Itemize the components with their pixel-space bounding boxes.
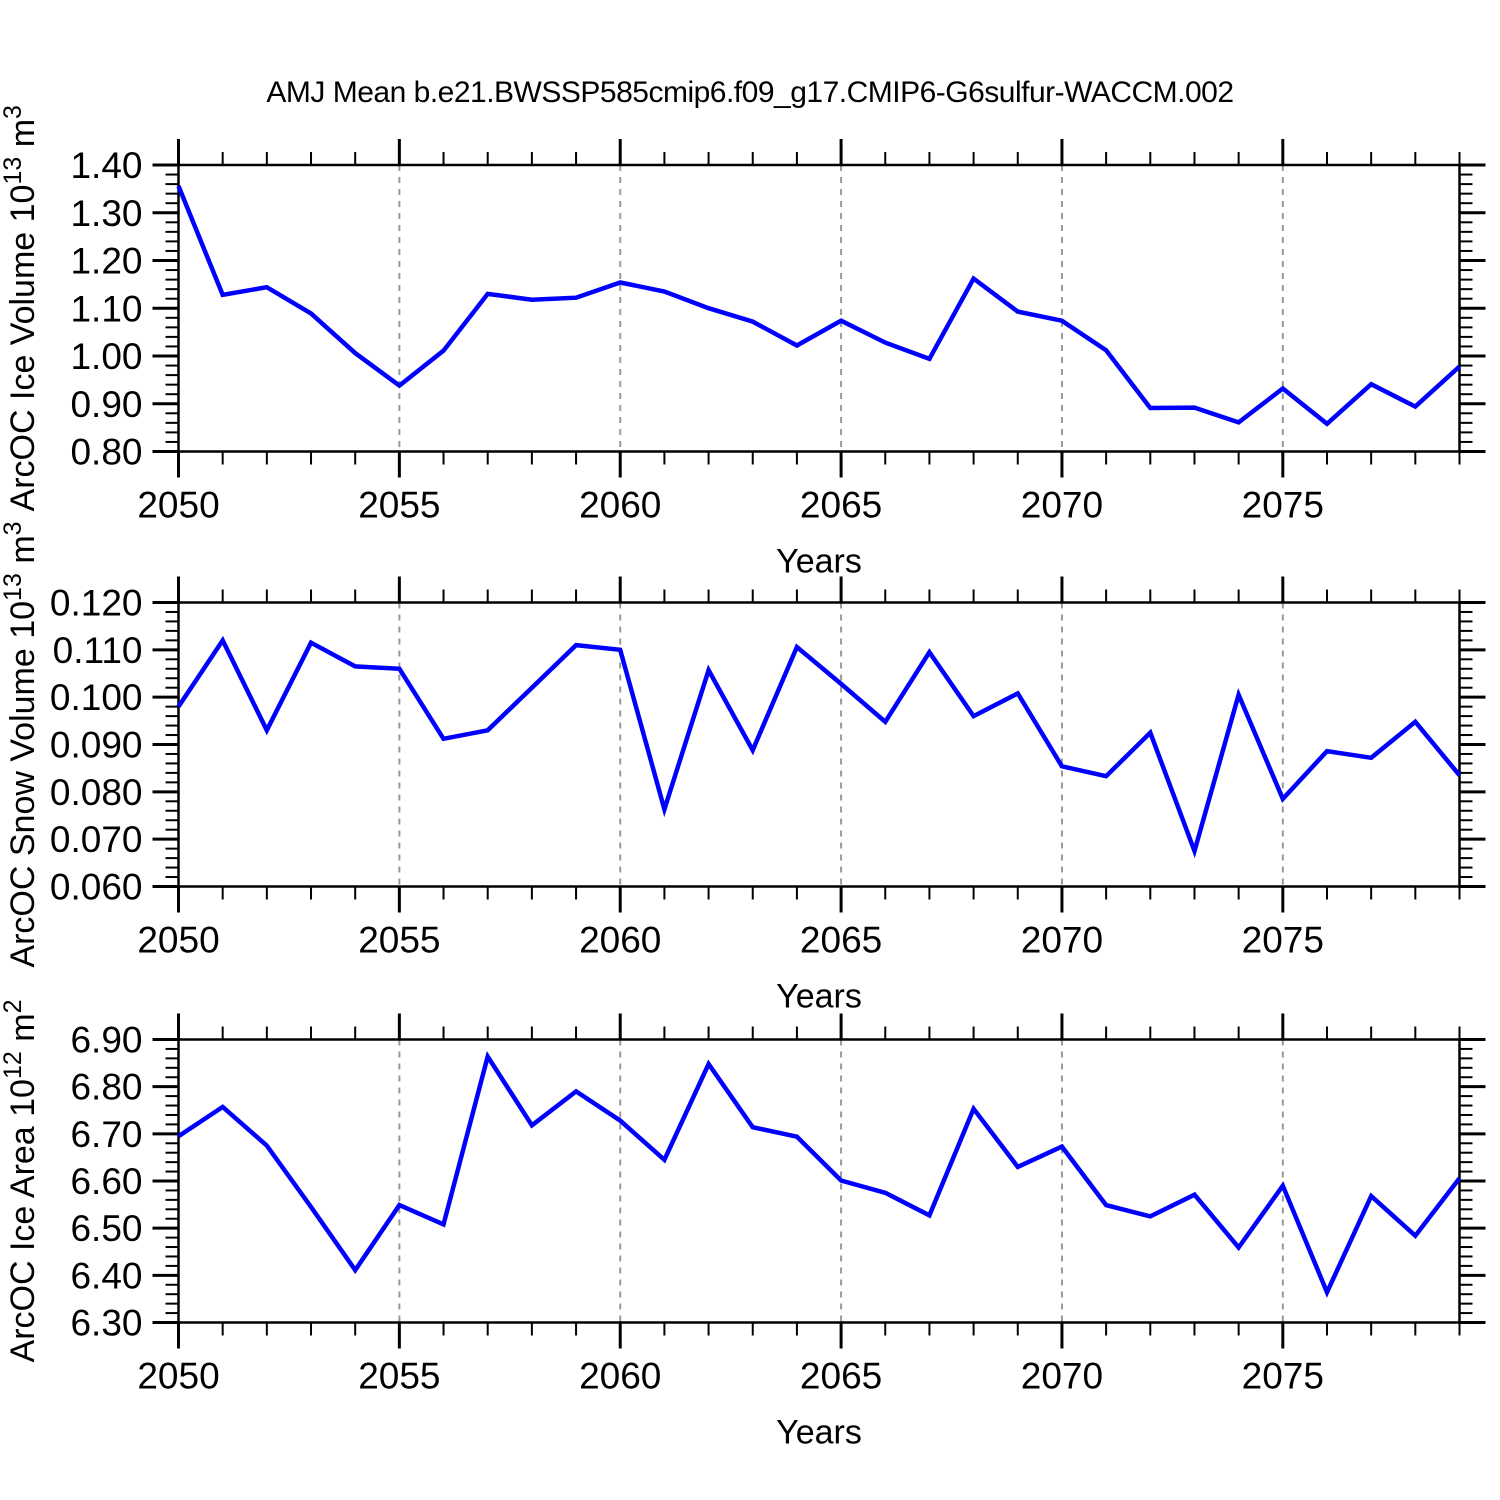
data-line [176,635,1462,859]
panel-1: 0.80 0.90 1.00 1.10 1.20 1.30 1.40 2050 2055 2060… [0,105,1486,581]
y-tick-label: 6.30 [70,1303,142,1344]
y-tick-label: 0.110 [53,630,143,671]
y-tick-labels: 0.060 0.070 0.080 0.090 0.100 0.110 0.120 [50,583,143,908]
data-line [177,1050,1462,1298]
axis-ticks [152,576,1486,913]
y-tick-label: 0.100 [50,677,143,718]
x-tick-label: 2065 [800,920,882,961]
y-tick-label: 0.90 [70,384,142,425]
x-tick-label: 2075 [1242,920,1324,961]
x-tick-label: 2050 [137,1356,219,1397]
x-tick-label: 2060 [579,920,661,961]
y-tick-label: 1.40 [70,145,142,186]
y-tick-label: 0.80 [70,432,142,473]
x-axis-title: Years [776,1414,862,1452]
y-tick-label: 0.080 [50,772,143,813]
x-tick-label: 2070 [1021,1356,1103,1397]
x-tick-label: 2050 [137,920,219,961]
y-tick-label: 6.80 [70,1067,142,1108]
y-tick-label: 1.10 [70,288,142,329]
x-axis-title: Years [776,543,862,581]
x-tick-label: 2055 [358,485,440,526]
x-tick-labels: 2050 2055 2060 2065 2070 2075 [137,920,1324,961]
x-tick-labels: 2050 2055 2060 2065 2070 2075 [137,485,1324,526]
x-tick-label: 2055 [358,1356,440,1397]
x-tick-label: 2050 [137,485,219,526]
y-axis-title: ArcOC Ice Volume 1013 m3 [0,105,42,511]
panel-3: 6.30 6.40 6.50 6.60 6.70 6.80 6.90 2050 2055 2060… [0,1000,1486,1452]
y-tick-label: 6.50 [70,1208,142,1249]
y-tick-label: 6.40 [70,1255,142,1296]
y-tick-label: 0.090 [50,725,143,766]
x-tick-label: 2070 [1021,485,1103,526]
plot-frame [177,1038,1461,1324]
plot-frame [177,601,1461,888]
y-tick-label: 0.060 [50,867,143,908]
y-tick-label: 6.70 [70,1114,142,1155]
x-tick-label: 2055 [358,920,440,961]
axis-ticks [152,1013,1486,1349]
y-tick-labels: 6.30 6.40 6.50 6.60 6.70 6.80 6.90 [70,1020,142,1344]
x-tick-label: 2065 [800,1356,882,1397]
y-tick-label: 0.070 [50,819,143,860]
y-tick-label: 6.90 [70,1020,142,1061]
y-tick-label: 0.120 [50,583,143,624]
y-tick-label: 1.20 [70,241,142,282]
y-tick-label: 6.60 [70,1161,142,1202]
x-tick-label: 2060 [579,485,661,526]
data-line [176,185,1462,427]
x-tick-label: 2075 [1242,485,1324,526]
axis-ticks [152,139,1486,478]
x-axis-title: Years [776,978,862,1016]
y-tick-labels: 0.80 0.90 1.00 1.10 1.20 1.30 1.40 [70,145,142,473]
gridlines [398,602,1284,887]
y-axis-title: ArcOC Ice Area 1012 m2 [0,1000,42,1363]
x-tick-label: 2075 [1242,1356,1324,1397]
y-tick-label: 1.00 [70,336,142,377]
x-tick-label: 2070 [1021,920,1103,961]
x-tick-label: 2065 [800,485,882,526]
x-tick-labels: 2050 2055 2060 2065 2070 2075 [137,1356,1324,1397]
figure-title: AMJ Mean b.e21.BWSSP585cmip6.f09_g17.CMI… [266,76,1234,109]
y-axis-title: ArcOC Snow Volume 1013 m3 [0,521,42,967]
y-tick-label: 1.30 [70,193,142,234]
plot-frame [177,163,1461,453]
x-tick-label: 2060 [579,1356,661,1397]
